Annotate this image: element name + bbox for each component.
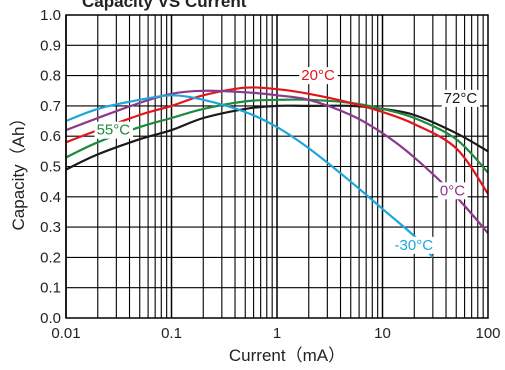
x-tick-label: 10 [374,325,391,342]
y-tick-label: 0.6 [40,128,61,145]
y-tick-label: 0.3 [40,219,61,236]
series-label-background [441,89,481,107]
series-label-3: 0°C [440,182,465,199]
series-line-1 [65,98,489,174]
y-tick-label: 0.5 [40,159,61,176]
series-label-background [392,236,440,254]
series-label-2: 20°C [301,67,335,84]
y-tick-label: 0.0 [40,310,61,327]
series-label-background [299,67,338,85]
y-tick-labels: 0.0 0.1 0.2 0.3 0.4 0.5 0.6 0.7 0.8 0.9 1.0 [40,7,61,327]
x-tick-label: 1 [273,325,281,342]
series-label-1: 55°C [97,122,131,139]
series-label-0: 72°C [444,90,478,107]
plot-frame [65,14,489,319]
series-labels: 72°C 55°C 20°C 0°C -30°C [94,67,481,254]
y-tick-label: 0.8 [40,68,61,85]
y-tick-label: 0.9 [40,37,61,54]
series-label-background [437,182,468,200]
series-line-3 [65,89,489,234]
y-tick-label: 0.1 [40,280,61,297]
x-tick-label: 0.01 [51,325,80,342]
series-lines [65,86,489,259]
series-line-4 [65,94,434,259]
chart-title: Capacity VS Current [82,0,247,11]
x-tick-label: 100 [475,325,500,342]
y-tick-label: 0.2 [40,249,61,266]
y-tick-label: 1.0 [40,7,61,24]
series-label-background [94,121,133,139]
series-label-4: -30°C [395,237,434,254]
y-tick-label: 0.7 [40,98,61,115]
x-tick-label: 0.1 [161,325,182,342]
y-axis-title: Capacity（Ah） [9,110,28,231]
y-tick-label: 0.4 [40,189,61,206]
x-tick-labels: 0.01 0.1 1 10 100 [51,325,500,342]
series-line-0 [65,104,489,171]
series-line-2 [65,86,489,195]
x-axis-title: Current（mA） [229,346,345,365]
